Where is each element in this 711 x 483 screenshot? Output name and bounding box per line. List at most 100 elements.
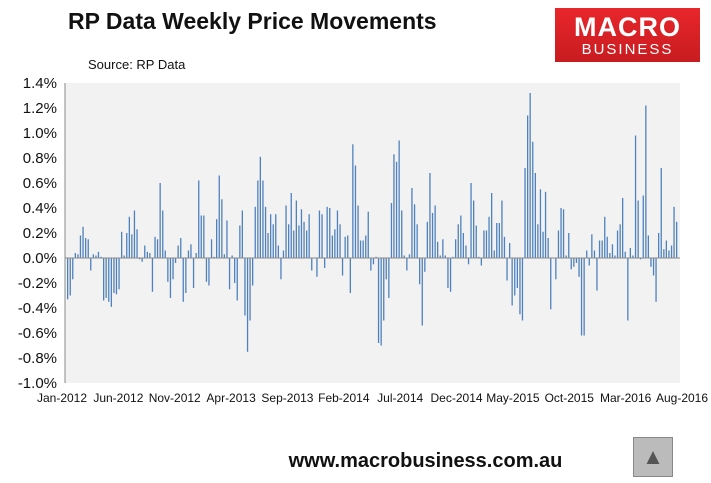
- bar: [573, 258, 575, 267]
- x-tick-label: Feb-2014: [318, 391, 370, 405]
- bar: [437, 241, 439, 259]
- bar: [311, 258, 313, 271]
- bar: [293, 230, 295, 258]
- bar: [218, 175, 220, 258]
- bar: [257, 180, 259, 258]
- bar: [318, 210, 321, 258]
- bar: [121, 231, 123, 259]
- bar: [126, 233, 128, 258]
- bar: [439, 255, 441, 258]
- bar: [506, 258, 508, 281]
- bar: [177, 245, 179, 258]
- bar: [228, 258, 231, 290]
- bar: [411, 188, 413, 258]
- bar: [267, 233, 269, 258]
- bar: [321, 214, 323, 258]
- bar: [462, 233, 464, 258]
- bar: [264, 206, 267, 259]
- bar: [213, 256, 215, 259]
- bar: [362, 240, 364, 258]
- bar: [619, 224, 621, 259]
- bar: [588, 258, 590, 266]
- y-tick-label: 0.6%: [23, 175, 57, 192]
- bar: [408, 254, 411, 259]
- bar: [288, 224, 290, 259]
- y-tick-label: 0.2%: [23, 225, 57, 242]
- bar: [534, 173, 536, 258]
- bar: [632, 255, 634, 258]
- bar: [275, 214, 277, 258]
- bar: [668, 250, 670, 258]
- bar: [341, 258, 344, 276]
- bar: [388, 258, 390, 298]
- bar: [187, 250, 190, 258]
- y-tick-label: 0.0%: [23, 250, 57, 267]
- chart-title: RP Data Weekly Price Movements: [68, 8, 437, 34]
- bar: [357, 205, 359, 258]
- bar: [151, 258, 154, 292]
- bar: [144, 245, 146, 258]
- bar: [645, 105, 647, 258]
- bar: [642, 195, 644, 258]
- bar: [365, 235, 367, 258]
- logo-line2: BUSINESS: [581, 41, 674, 58]
- bar: [455, 239, 457, 259]
- bar: [169, 258, 172, 298]
- bar: [241, 210, 243, 258]
- bar: [136, 229, 138, 259]
- bar: [108, 258, 110, 302]
- bar: [182, 258, 184, 302]
- bar: [205, 258, 208, 282]
- bar: [524, 168, 526, 258]
- bar: [583, 258, 585, 336]
- bars: [67, 93, 678, 352]
- bar: [516, 258, 518, 288]
- footer-url: www.macrobusiness.com.au: [288, 450, 563, 472]
- bar: [491, 193, 493, 258]
- bar: [485, 230, 488, 258]
- bar: [221, 199, 223, 259]
- bar: [359, 240, 362, 258]
- bar: [334, 229, 336, 259]
- bar: [586, 250, 588, 258]
- bar: [670, 245, 673, 258]
- bar: [511, 258, 513, 306]
- plot-area: [65, 83, 680, 383]
- bar: [467, 258, 470, 265]
- bar: [92, 254, 94, 259]
- bar: [329, 208, 331, 258]
- bar: [282, 250, 285, 258]
- bar: [401, 210, 403, 258]
- bar: [529, 93, 531, 258]
- bar: [331, 235, 333, 258]
- bar: [483, 230, 485, 258]
- bar: [385, 258, 387, 280]
- bar: [133, 210, 136, 258]
- x-tick-label: Nov-2012: [149, 391, 201, 405]
- y-tick-label: -0.2%: [18, 275, 57, 292]
- x-tick-label: Jan-2012: [37, 391, 87, 405]
- y-tick-label: -0.6%: [18, 325, 57, 342]
- bar: [198, 180, 200, 258]
- bar: [100, 256, 102, 259]
- bar: [493, 250, 495, 258]
- bar: [555, 258, 557, 280]
- bar: [244, 258, 246, 316]
- bar: [226, 220, 228, 258]
- macrobusiness-logo: MACRO BUSINESS: [555, 8, 700, 62]
- bar: [249, 258, 251, 321]
- bar: [580, 258, 583, 336]
- bar: [460, 215, 462, 258]
- bar: [234, 258, 236, 283]
- bar: [105, 258, 107, 298]
- bar: [393, 154, 395, 259]
- x-tick-label: Sep-2013: [261, 391, 313, 405]
- bar: [306, 230, 308, 258]
- bar: [349, 258, 351, 293]
- bar: [457, 224, 459, 259]
- bar: [622, 198, 624, 258]
- bar: [383, 258, 385, 321]
- bar: [172, 258, 174, 280]
- bar: [562, 209, 565, 259]
